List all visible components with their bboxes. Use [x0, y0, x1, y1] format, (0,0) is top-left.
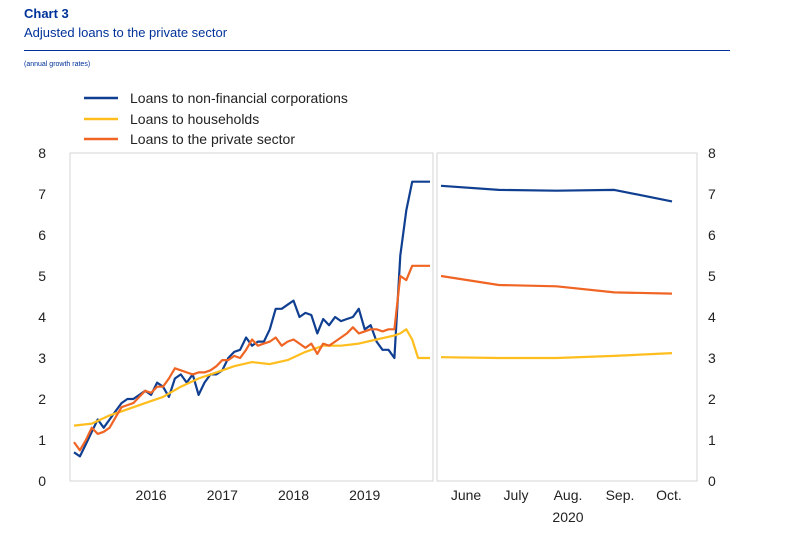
right-y-tick-label: 2	[708, 391, 716, 407]
right-y-tick-label: 3	[708, 350, 716, 366]
right-x-axis: June July Aug. Sep. Oct. 2020	[451, 487, 682, 525]
left-y-tick-label: 3	[38, 350, 46, 366]
left-x-tick-label: 2016	[136, 487, 167, 503]
right-y-tick-label: 5	[708, 268, 716, 284]
chart-number: Chart 3	[24, 6, 69, 21]
right-y-axis: 0 1 2 3 4 5 6 7 8	[708, 145, 716, 489]
right-x-tick-label: Sep.	[606, 487, 635, 503]
left-y-tick-label: 7	[38, 186, 46, 202]
left-y-tick-label: 2	[38, 391, 46, 407]
units-note: (annual growth rates)	[24, 61, 91, 68]
left-series-line-nfc	[73, 180, 430, 458]
left-y-tick-label: 4	[38, 309, 46, 325]
left-y-tick-label: 8	[38, 145, 46, 161]
left-x-tick-label: 2017	[207, 487, 238, 503]
legend: Loans to non-financial corporations Loan…	[84, 90, 348, 147]
left-panel-frame	[69, 152, 434, 482]
left-series-line-households	[73, 328, 430, 427]
left-panel-series	[73, 180, 430, 458]
right-series-line-private	[440, 274, 673, 295]
right-x-year-label: 2020	[552, 509, 583, 525]
right-y-tick-label: 7	[708, 186, 716, 202]
left-y-tick-label: 1	[38, 432, 46, 448]
right-x-tick-label: Aug.	[554, 487, 583, 503]
right-y-tick-label: 8	[708, 145, 716, 161]
right-x-tick-label: July	[504, 487, 529, 503]
right-panel-series	[440, 184, 673, 360]
left-x-axis: 2016 2017 2018 2019	[136, 487, 381, 503]
right-y-tick-label: 0	[708, 473, 716, 489]
legend-label-nfc: Loans to non-financial corporations	[130, 90, 348, 106]
title-rule	[24, 50, 730, 51]
right-panel-frame	[436, 152, 698, 482]
left-series-line-private	[73, 264, 430, 452]
right-x-tick-label: June	[451, 487, 482, 503]
legend-label-households: Loans to households	[130, 111, 259, 127]
right-series-line-nfc	[440, 184, 673, 203]
right-y-tick-label: 6	[708, 227, 716, 243]
left-y-tick-label: 0	[38, 473, 46, 489]
right-y-tick-label: 4	[708, 309, 716, 325]
left-x-tick-label: 2018	[278, 487, 309, 503]
right-y-tick-label: 1	[708, 432, 716, 448]
left-y-tick-label: 6	[38, 227, 46, 243]
chart-title: Adjusted loans to the private sector	[24, 25, 228, 40]
right-series-line-households	[440, 352, 673, 360]
left-x-tick-label: 2019	[349, 487, 380, 503]
left-y-tick-label: 5	[38, 268, 46, 284]
right-x-tick-label: Oct.	[656, 487, 682, 503]
chart-header: Chart 3 Adjusted loans to the private se…	[24, 6, 730, 40]
left-y-axis: 0 1 2 3 4 5 6 7 8	[38, 145, 46, 489]
legend-label-private: Loans to the private sector	[130, 131, 295, 147]
